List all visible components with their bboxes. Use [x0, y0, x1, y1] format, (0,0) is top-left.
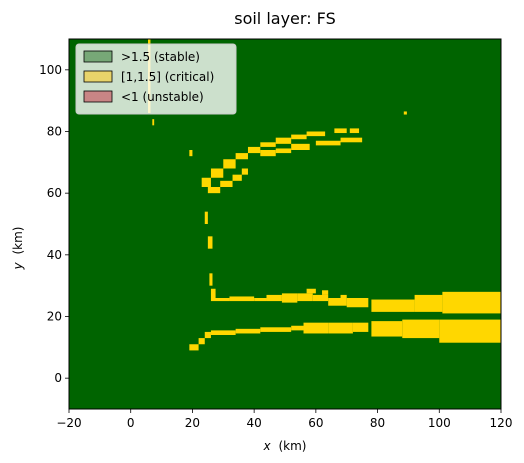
critical-region-upper-band-7: [312, 294, 329, 302]
y-tick-label: 60: [47, 186, 62, 200]
critical-region-upper-band-4: [266, 294, 282, 302]
critical-region-lower-band-7: [291, 325, 304, 331]
x-tick-label: 60: [308, 416, 323, 430]
legend-box: [75, 43, 237, 115]
critical-region-lower-band-12: [402, 319, 440, 339]
x-tick-label: 20: [185, 416, 200, 430]
critical-region-upper-band-11: [414, 294, 443, 312]
y-axis-label: y (km): [11, 227, 25, 271]
legend-item-unstable: <1 (unstable): [83, 90, 204, 104]
critical-region-left-dot-d: [209, 273, 213, 286]
critical-region-upper-band-5: [281, 293, 298, 303]
critical-region-lower-band-1: [189, 344, 199, 351]
critical-region-upper-band-9: [346, 298, 369, 308]
x-axis-unit: (km): [278, 439, 306, 453]
critical-regions: [147, 39, 501, 351]
y-tick-label: 100: [39, 63, 62, 77]
legend-label-unstable: <1 (unstable): [121, 90, 204, 104]
critical-region-top-left-dot-1: [152, 119, 155, 126]
critical-region-lower-band-9: [328, 322, 353, 334]
critical-region-lower-band-11: [371, 321, 403, 337]
x-tick-label: 40: [247, 416, 262, 430]
critical-region-arc-inner-1: [207, 187, 221, 194]
x-tick-label: 100: [428, 416, 451, 430]
critical-region-upper-band-6: [297, 293, 313, 302]
x-tick-label: −20: [56, 416, 81, 430]
chart-title: soil layer: FS: [234, 9, 336, 28]
critical-region-arc-seg-1: [201, 177, 211, 187]
critical-region-left-dot-a: [189, 150, 193, 157]
y-tick-label: 40: [47, 248, 62, 262]
legend-item-critical: [1,1.5] (critical): [83, 70, 214, 84]
legend-swatch-critical: [83, 70, 113, 83]
x-tick-label: 80: [370, 416, 385, 430]
x-tick-label: 120: [490, 416, 513, 430]
legend-label-stable: >1.5 (stable): [121, 50, 200, 64]
x-axis-var: x: [263, 439, 272, 453]
critical-region-arc-seg-6: [260, 142, 276, 147]
critical-region-arc-inner-2: [220, 180, 233, 187]
critical-region-lower-band-4: [210, 330, 236, 335]
x-axis: −20 0 20 40 60 80 100 120: [56, 409, 512, 430]
y-axis-var: y: [11, 261, 25, 270]
legend-label-critical: [1,1.5] (critical): [121, 70, 214, 84]
critical-region-left-col: [210, 288, 216, 298]
critical-region-lower-band-3: [204, 331, 211, 339]
y-tick-label: 0: [54, 371, 62, 385]
critical-region-arc-seg-3: [223, 159, 236, 169]
critical-region-arc-inner-6: [275, 148, 292, 154]
legend: >1.5 (stable) [1,1.5] (critical) <1 (uns…: [75, 43, 237, 115]
x-tick-label: 0: [127, 416, 135, 430]
critical-region-arc-seg-10: [334, 128, 347, 134]
y-axis-unit: (km): [11, 227, 25, 255]
critical-region-lower-band-10: [352, 322, 369, 332]
critical-region-arc-seg-5: [247, 146, 261, 154]
critical-region-upper-band-2: [229, 296, 255, 302]
y-tick-label: 20: [47, 310, 62, 324]
critical-region-arc-seg-2: [210, 168, 224, 178]
critical-region-left-dot-c: [207, 236, 213, 249]
legend-swatch-unstable: [83, 90, 113, 103]
y-axis: 0 20 40 60 80 100: [39, 63, 69, 385]
critical-region-arc-seg-9: [306, 131, 326, 137]
critical-region-upper-band-10: [371, 299, 415, 312]
critical-region-left-dot-b: [204, 211, 208, 224]
critical-region-lower-band-13: [439, 319, 501, 343]
critical-region-upper-band-3: [254, 298, 267, 302]
critical-region-lower-band-2: [198, 338, 205, 345]
critical-region-arc-inner-4: [241, 168, 248, 175]
critical-region-upper-band-bumps-3: [340, 294, 347, 298]
critical-region-arc-seg-11: [349, 128, 360, 134]
critical-region-arc-inner-9: [340, 137, 363, 143]
critical-region-lower-band-5: [235, 328, 261, 334]
critical-region-lower-band-8: [303, 322, 329, 334]
critical-region-upper-band-bumps-2: [322, 290, 329, 295]
critical-region-arc-seg-4: [235, 153, 248, 160]
critical-region-arc-inner-8: [315, 140, 341, 146]
critical-region-arc-inner-3: [232, 174, 242, 181]
critical-region-upper-band-12: [442, 291, 501, 314]
x-axis-label: x (km): [263, 439, 307, 453]
critical-region-arc-inner-7: [291, 143, 310, 150]
critical-region-upper-band-8: [328, 298, 347, 306]
critical-region-upper-band-1: [210, 298, 230, 302]
critical-region-upper-band-bumps-1: [306, 288, 316, 294]
plot-frame: [68, 38, 502, 410]
critical-region-top-right-dot: [403, 111, 407, 115]
critical-region-lower-band-6: [260, 327, 292, 332]
critical-region-arc-inner-5: [260, 150, 276, 157]
y-tick-label: 80: [47, 125, 62, 139]
critical-region-arc-seg-8: [291, 134, 307, 140]
legend-swatch-stable: [83, 50, 113, 63]
legend-item-stable: >1.5 (stable): [83, 50, 200, 64]
critical-region-arc-seg-7: [275, 137, 292, 144]
